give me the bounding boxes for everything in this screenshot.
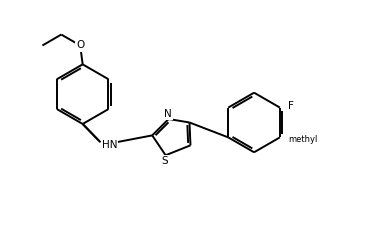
Text: N: N [164, 109, 172, 119]
Text: methyl: methyl [288, 135, 318, 144]
Text: HN: HN [102, 140, 117, 150]
Text: O: O [76, 40, 84, 50]
Text: S: S [161, 156, 168, 166]
Text: F: F [288, 101, 294, 111]
